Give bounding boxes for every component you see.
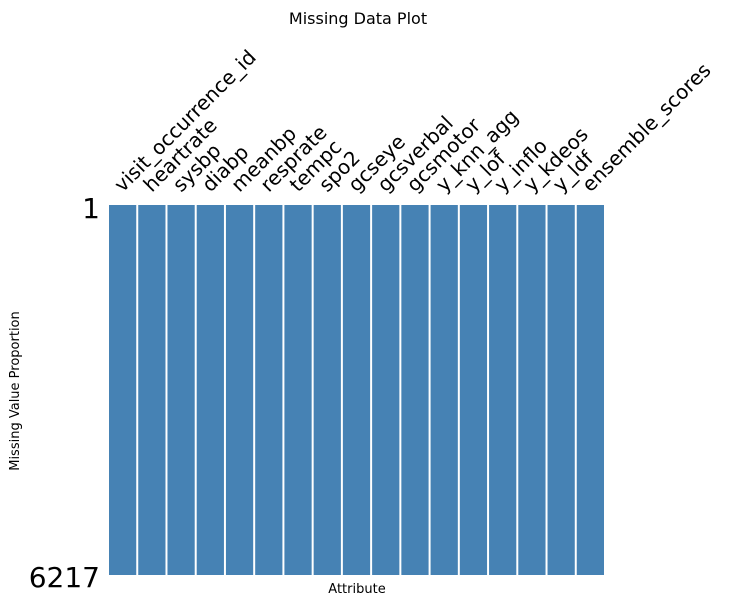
bar-y_lof: [459, 205, 488, 575]
bar-y_knn_agg: [430, 205, 458, 575]
bar-meanbp: [225, 205, 254, 575]
y-axis-label: Missing Value Proportion: [8, 311, 23, 471]
bar-y_inflo: [489, 205, 517, 575]
bar-resprate: [255, 205, 283, 575]
chart-title: Missing Data Plot: [289, 9, 427, 28]
bar-ensemble_scores: [576, 205, 604, 575]
bar-sysbp: [167, 205, 195, 575]
bar-diabp: [196, 205, 224, 575]
bar-heartrate: [138, 205, 166, 575]
bar-gcsmotor: [401, 205, 429, 575]
attribute-bars: [109, 205, 604, 575]
bar-spo2: [313, 205, 341, 575]
bar-y_kdeos: [518, 205, 546, 575]
bar-visit_occurrence_id: [109, 205, 137, 575]
bar-tempc: [284, 205, 312, 575]
bar-y_ldf: [547, 205, 575, 575]
bar-gcseye: [342, 205, 371, 575]
x-axis-label: Attribute: [328, 582, 385, 597]
column-labels: visit_occurrence_idheartratesysbpdiabpme…: [109, 45, 715, 197]
row-label-last: 6217: [29, 561, 100, 594]
column-label-ensemble_scores: ensemble_scores: [577, 58, 716, 197]
row-label-first: 1: [82, 192, 100, 225]
bar-gcsverbal: [372, 205, 400, 575]
